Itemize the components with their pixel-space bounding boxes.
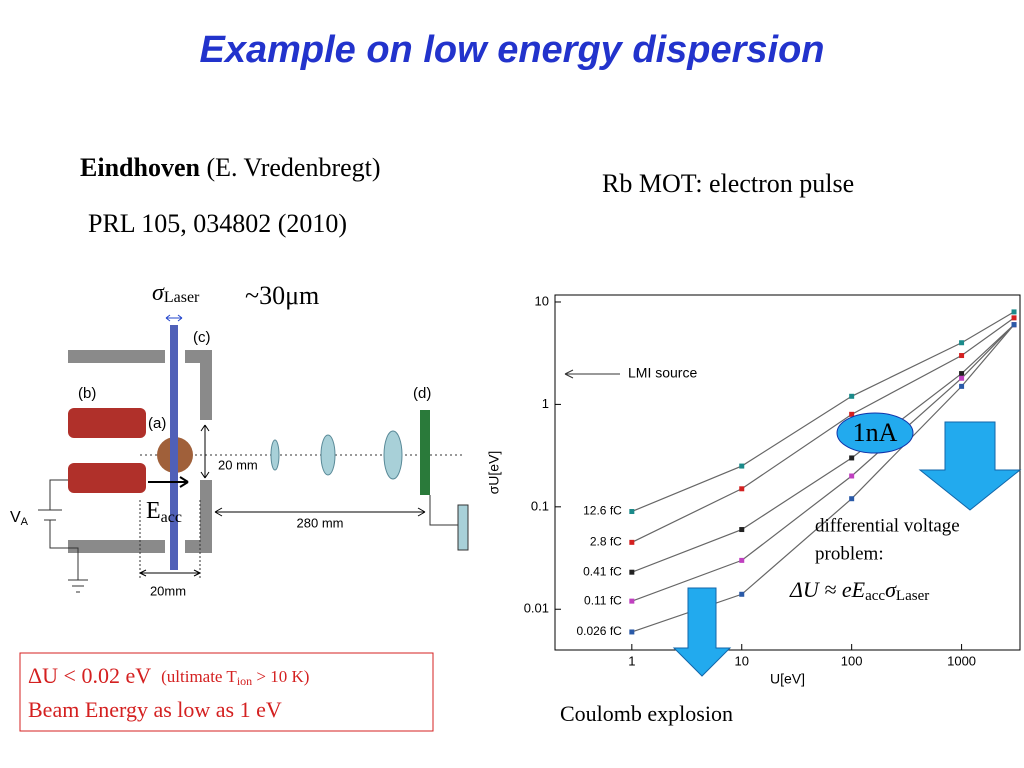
lens [383, 430, 403, 480]
x-tick-label: 10 [735, 653, 749, 668]
voltage-label: VA [10, 509, 29, 528]
x-tick-label: 100 [841, 653, 863, 668]
result-line2: Beam Energy as low as 1 eV [28, 697, 282, 722]
data-point [739, 557, 745, 563]
lens [320, 434, 336, 476]
series-label: 0.11 fC [584, 593, 622, 607]
coulomb-label: Coulomb explosion [560, 701, 733, 726]
data-point [959, 383, 965, 389]
data-point [849, 393, 855, 399]
label-b: (b) [78, 385, 96, 402]
reference: PRL 105, 034802 (2010) [88, 209, 347, 238]
data-point [739, 486, 745, 492]
series-label: 12.6 fC [583, 504, 622, 518]
laser-symbol: σLaser [152, 280, 200, 306]
label-d: (d) [413, 385, 431, 402]
x-tick-label: 1 [628, 653, 635, 668]
diagram: σLaser ~30μm (c) (b) (a) (d) 20 mm 280 m… [10, 280, 469, 598]
data-point [1011, 309, 1017, 315]
result-box [19, 652, 434, 732]
lab: Eindhoven [80, 153, 200, 182]
plate [185, 350, 212, 420]
data-point [629, 509, 635, 515]
cylinder [68, 463, 146, 493]
plate [68, 350, 165, 363]
y-axis-label: σU[eV] [486, 451, 502, 495]
data-point [959, 375, 965, 381]
series-label: 0.41 fC [583, 564, 622, 578]
series-label: 0.026 fC [576, 624, 622, 638]
down-arrow [918, 421, 1022, 511]
data-point [629, 629, 635, 635]
down-arrow [672, 587, 732, 677]
y-tick-label: 10 [535, 293, 549, 308]
y-tick-label: 0.1 [531, 498, 549, 513]
data-point [849, 473, 855, 479]
label-c: (c) [193, 329, 211, 346]
data-point [629, 539, 635, 545]
series-label: 2.8 fC [590, 535, 622, 549]
slide-title: Example on low energy dispersion [199, 29, 824, 71]
data-point [849, 411, 855, 417]
formula: ΔU ≈ eEaccσLaser [789, 577, 929, 604]
x-tick-label: 1000 [947, 653, 976, 668]
field-arrow [148, 476, 189, 488]
data-point [1011, 315, 1017, 321]
result-line1: ΔU < 0.02 eV (ultimate Tion > 10 K) [28, 663, 309, 688]
data-point [739, 527, 745, 533]
annotation-arrow [564, 369, 620, 379]
label-a: (a) [148, 415, 166, 432]
plot: 1 10 100 1000 10 1 0.1 0.01 U[eV] σU[eV] LMI sourc… [486, 293, 1017, 687]
plate [68, 540, 165, 553]
lens [270, 439, 280, 471]
laser-size: ~30μm [245, 281, 319, 310]
length-label: 280 mm [297, 515, 344, 530]
circuit [38, 479, 88, 593]
affiliation: Eindhoven (E. Vredenbregt) [80, 153, 381, 182]
note: problem: [815, 543, 884, 564]
annotation: LMI source [628, 365, 697, 381]
readout [457, 504, 469, 551]
y-tick-label: 1 [542, 396, 549, 411]
current-label: 1nA [853, 418, 898, 447]
gap-arrow [200, 424, 210, 479]
laser-beam [170, 325, 178, 570]
data-point [739, 591, 745, 597]
detector [420, 410, 430, 495]
laser-width-arrow [165, 314, 183, 322]
data-point [849, 455, 855, 461]
note: differential voltage [815, 515, 960, 536]
y-tick-label: 0.01 [524, 601, 549, 616]
current-badge [836, 412, 914, 454]
wire [429, 495, 458, 526]
width-label: 20mm [150, 583, 186, 598]
data-point [629, 569, 635, 575]
data-point [1011, 322, 1017, 328]
length-arrow [214, 507, 426, 517]
author: (E. Vredenbregt) [206, 153, 380, 182]
field-label: Eacc [146, 498, 182, 526]
data-point [629, 598, 635, 604]
data-point [739, 463, 745, 469]
data-point [959, 371, 965, 377]
x-axis-label: U[eV] [770, 671, 805, 687]
cylinder [68, 408, 146, 438]
plate [185, 480, 212, 553]
data-point [959, 340, 965, 346]
data-point [849, 496, 855, 502]
width-arrow [139, 569, 201, 577]
heading: Rb MOT: electron pulse [602, 169, 854, 198]
gap-label: 20 mm [218, 457, 258, 472]
data-point [959, 353, 965, 359]
